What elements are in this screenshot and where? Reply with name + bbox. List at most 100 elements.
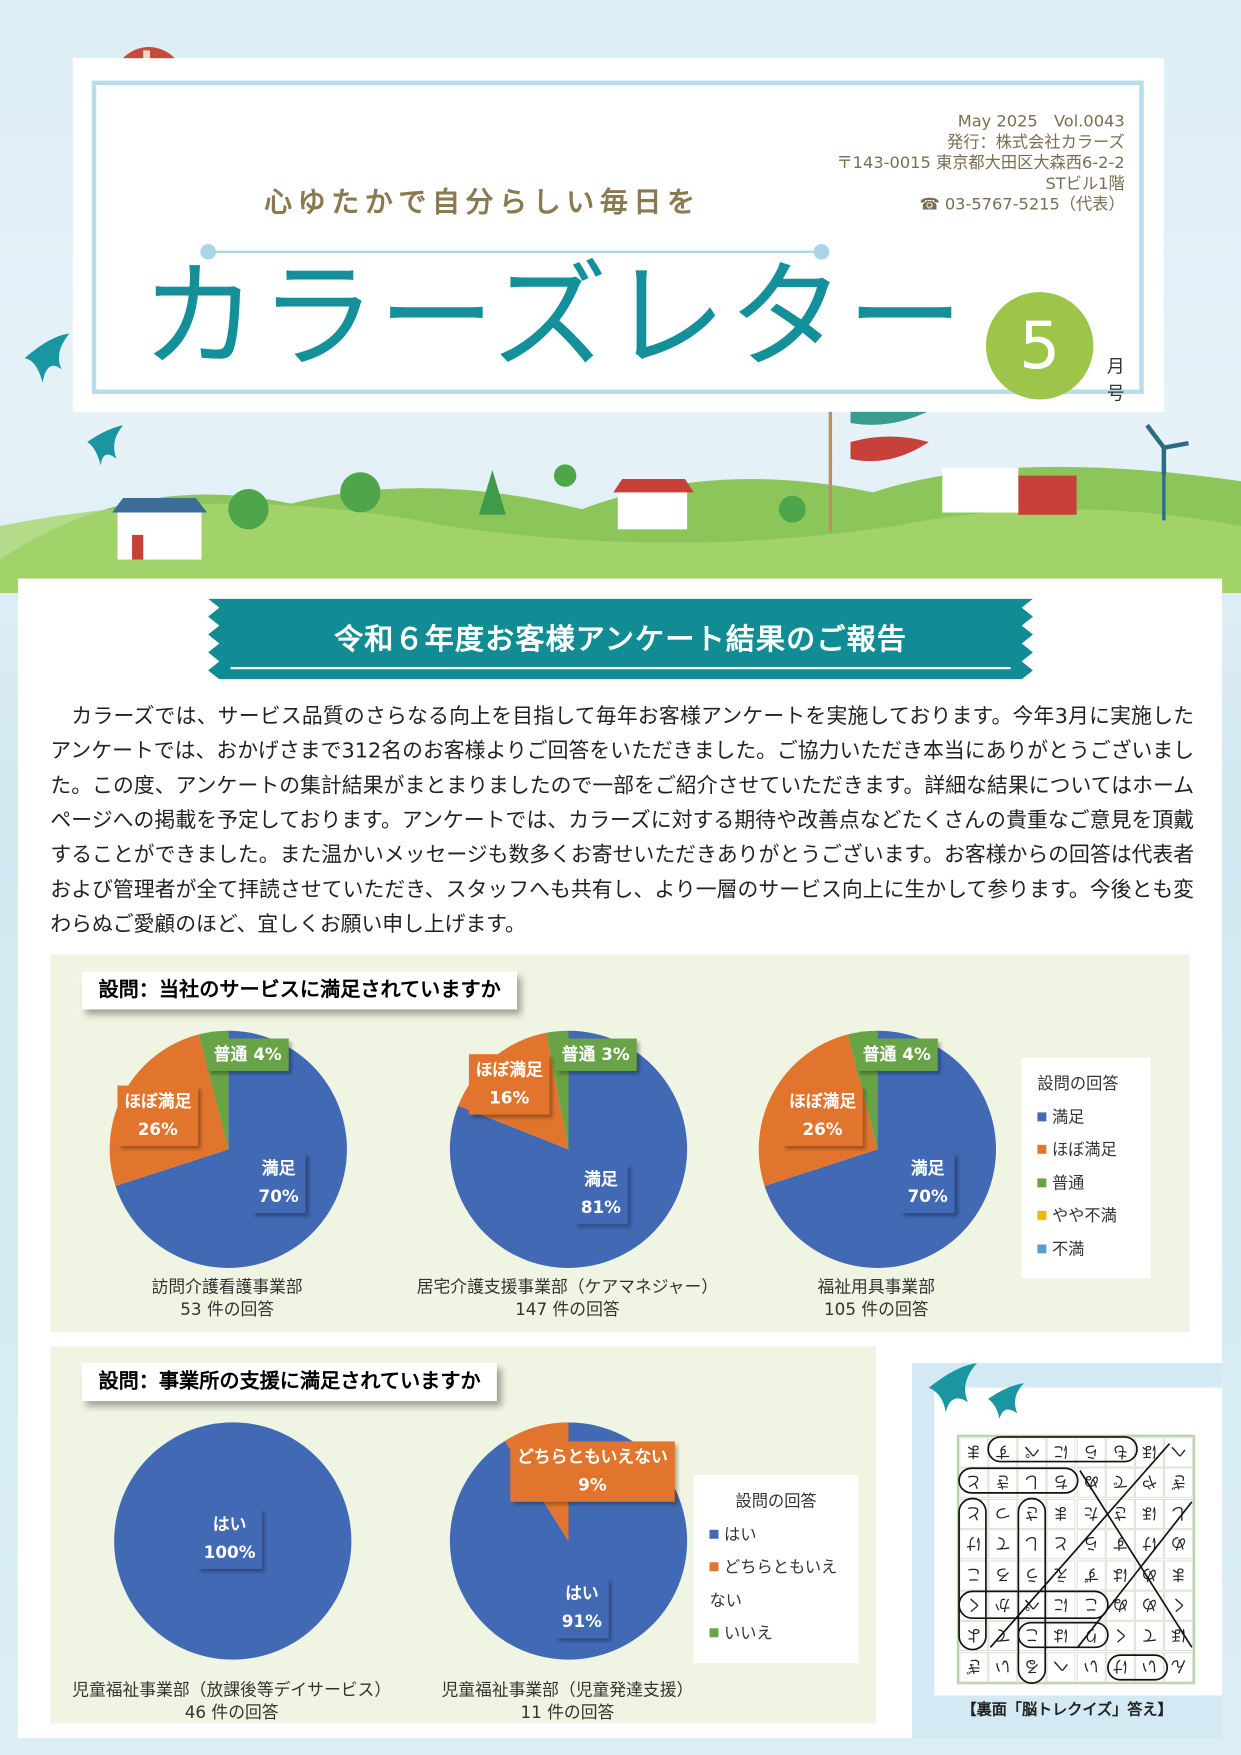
data-label: 普通 3%: [555, 1038, 637, 1071]
house-icon: [942, 467, 1077, 515]
data-label: 満足 70%: [900, 1152, 955, 1214]
legend-item: 満足: [1037, 1102, 1134, 1135]
label-category: 満足: [910, 1158, 945, 1179]
label-percent: 70%: [258, 1186, 299, 1207]
response-count: 105 件の回答: [823, 1299, 929, 1320]
masthead: 心ゆたかで自分らしい毎日を カラーズレター 5 月号 May 2025 Vol.…: [72, 58, 1164, 412]
label-category: ほぼ満足: [788, 1091, 857, 1112]
month-suffix: 月号: [1106, 355, 1125, 404]
article-banner: 令和６年度お客様アンケート結果のご報告: [208, 598, 1033, 680]
legend-swatch: [1037, 1243, 1047, 1253]
address: 〒143-0015 東京都大田区大森西6-2-2: [836, 154, 1125, 173]
legend-item: 不満: [1037, 1234, 1134, 1267]
label-category: ほぼ満足: [475, 1059, 543, 1080]
legend-swatch: [709, 1529, 719, 1539]
article-body: カラーズでは、サービス品質のさらなる向上を目指して毎年お客様アンケートを実施して…: [50, 705, 1195, 937]
legend-item: どちらともいえない: [709, 1558, 838, 1610]
word-search-grid: ますぺにらもほへときしちぬでやぎとつさまたさほしけてしとらすけめころうえずはめま…: [956, 1434, 1196, 1685]
swallow-icon: [24, 333, 124, 466]
data-label: 満足 70%: [251, 1152, 306, 1214]
label-percent: 91%: [561, 1611, 602, 1632]
response-count: 11 件の回答: [520, 1702, 615, 1723]
data-label: ほぼ満足 26%: [117, 1085, 199, 1146]
house-icon: [111, 497, 208, 560]
label-category: 普通: [213, 1044, 248, 1065]
legend-item: やや不満: [1037, 1201, 1134, 1234]
publisher-info: May 2025 Vol.0043 発行：株式会社カラーズ 〒143-0015 …: [836, 112, 1124, 216]
legend-swatch: [709, 1562, 719, 1572]
data-label: どちらともいえない 9%: [510, 1441, 675, 1502]
department-name: 福祉用具事業部: [817, 1276, 936, 1298]
response-count: 53 件の回答: [180, 1299, 275, 1320]
article-title: 令和６年度お客様アンケート結果のご報告: [334, 623, 908, 657]
survey-section-1: 設問：当社のサービスに満足されていますか 満足 70% ほぼ満足 26% 普通 4% 訪問…: [50, 954, 1190, 1332]
answer-circles: [958, 1436, 1193, 1684]
department-name: 児童福祉事業部（児童発達支援）: [441, 1679, 694, 1700]
label-percent: 100%: [203, 1542, 256, 1563]
legend-title: 設問の回答: [1037, 1075, 1119, 1094]
response-count: 147 件の回答: [515, 1299, 620, 1320]
data-label: はい 100%: [196, 1508, 263, 1569]
label-category: 満足: [261, 1158, 296, 1179]
newsletter-title: カラーズレター: [141, 248, 966, 385]
banner-shape: [208, 598, 1033, 680]
phone: ☎ 03-5767-5215（代表）: [919, 196, 1125, 215]
quiz-caption: 【裏面「脳トレクイズ」答え】: [961, 1701, 1173, 1719]
label-category: 普通: [561, 1044, 596, 1065]
legend-item: いいえ: [709, 1618, 843, 1651]
month-badge: 5: [985, 292, 1094, 400]
survey-section-2: 設問：事業所の支援に満足されていますか はい 100% 児童福祉事業部（放課後等デイ…: [50, 1346, 877, 1724]
legend-swatch: [1037, 1210, 1047, 1220]
label-percent: 81%: [580, 1197, 621, 1218]
tagline: 心ゆたかで自分らしい毎日を: [264, 185, 701, 219]
address-building: STビル1階: [1045, 175, 1125, 194]
label-percent: 4%: [253, 1044, 282, 1065]
label-category: どちらともいえない: [517, 1446, 668, 1468]
label-percent: 70%: [907, 1186, 948, 1207]
label-category: ほぼ満足: [124, 1091, 192, 1112]
question-label: 設問：事業所の支援に満足されていますか: [81, 1363, 498, 1402]
label-percent: 3%: [601, 1044, 630, 1065]
legend-swatch: [1037, 1144, 1047, 1154]
data-label: 普通 4%: [856, 1038, 938, 1071]
legend-swatch: [1037, 1111, 1047, 1121]
publisher: 発行：株式会社カラーズ: [947, 133, 1125, 152]
legend-swatch: [709, 1628, 719, 1638]
chart-legend: 設問の回答 はい どちらともいえない いいえ: [693, 1474, 859, 1663]
label-percent: 26%: [802, 1119, 843, 1140]
label-category: はい: [212, 1514, 247, 1535]
legend-item: ほぼ満足: [1037, 1135, 1134, 1168]
label-category: はい: [565, 1583, 599, 1604]
pie-caption: 福祉用具事業部 105 件の回答: [708, 1276, 1044, 1321]
pie-caption: 児童福祉事業部（放課後等デイサービス） 46 件の回答: [64, 1679, 400, 1724]
label-percent: 4%: [902, 1044, 931, 1065]
windmill-icon: [1145, 423, 1189, 521]
pie-caption: 居宅介護支援事業部（ケアマネジャー） 147 件の回答: [400, 1276, 736, 1321]
department-name: 訪問介護看護事業部: [151, 1276, 303, 1298]
data-label: 普通 4%: [207, 1038, 289, 1071]
quiz-answer-panel: ますぺにらもほへときしちぬでやぎとつさまたさほしけてしとらすけめころうえずはめま…: [912, 1363, 1223, 1738]
data-label: 満足 81%: [574, 1163, 628, 1225]
legend-item: 普通: [1037, 1168, 1134, 1201]
issue-info: May 2025 Vol.0043: [957, 113, 1125, 131]
legend-title: 設問の回答: [735, 1492, 817, 1511]
label-percent: 9%: [578, 1474, 607, 1496]
data-label: はい 91%: [555, 1577, 609, 1639]
response-count: 46 件の回答: [184, 1702, 279, 1723]
legend-swatch: [1037, 1177, 1047, 1187]
department-name: 居宅介護支援事業部（ケアマネジャー）: [416, 1276, 719, 1298]
label-percent: 26%: [137, 1119, 178, 1140]
pie-caption: 児童福祉事業部（児童発達支援） 11 件の回答: [400, 1679, 736, 1724]
label-percent: 16%: [489, 1087, 530, 1108]
pie-caption: 訪問介護看護事業部 53 件の回答: [59, 1276, 395, 1321]
label-category: 普通: [862, 1044, 897, 1065]
swallow-icon: [928, 1363, 1024, 1420]
tree-icon: [228, 464, 806, 530]
label-category: 満足: [584, 1169, 618, 1190]
question-label: 設問：当社のサービスに満足されていますか: [81, 971, 518, 1010]
chart-legend: 設問の回答 満足 ほぼ満足 普通 やや不満 不満: [1021, 1057, 1151, 1279]
data-label: ほぼ満足 16%: [468, 1054, 550, 1115]
data-label: ほぼ満足 26%: [782, 1085, 863, 1146]
department-name: 児童福祉事業部（放課後等デイサービス）: [72, 1679, 392, 1700]
